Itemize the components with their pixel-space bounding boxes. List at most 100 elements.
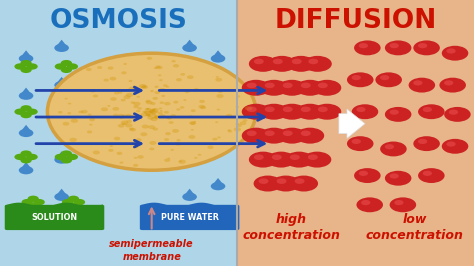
Circle shape [245, 106, 253, 110]
Circle shape [166, 86, 169, 88]
Circle shape [151, 109, 155, 111]
Circle shape [133, 164, 138, 167]
Polygon shape [21, 162, 31, 168]
Circle shape [380, 75, 389, 80]
Circle shape [55, 154, 66, 160]
Circle shape [88, 114, 91, 116]
Circle shape [143, 111, 146, 113]
Circle shape [27, 196, 39, 202]
Circle shape [55, 118, 69, 126]
Circle shape [146, 100, 151, 103]
Circle shape [146, 114, 150, 116]
Circle shape [126, 93, 133, 97]
Text: high
concentration: high concentration [243, 213, 340, 242]
Circle shape [301, 107, 311, 112]
Circle shape [129, 128, 136, 131]
Circle shape [163, 84, 168, 87]
Circle shape [114, 92, 119, 94]
Circle shape [147, 116, 154, 120]
Circle shape [128, 80, 132, 82]
Circle shape [152, 113, 155, 115]
Circle shape [187, 75, 194, 79]
Circle shape [442, 46, 468, 61]
Circle shape [133, 102, 140, 106]
Circle shape [144, 110, 151, 114]
Polygon shape [184, 151, 195, 158]
Circle shape [126, 114, 131, 117]
Circle shape [20, 67, 32, 73]
Circle shape [418, 168, 445, 183]
Circle shape [359, 171, 368, 176]
Circle shape [237, 124, 242, 127]
Circle shape [55, 109, 66, 115]
Circle shape [128, 87, 136, 91]
Circle shape [155, 91, 160, 94]
Circle shape [27, 63, 38, 70]
Circle shape [290, 176, 318, 192]
Circle shape [246, 107, 257, 112]
Circle shape [154, 115, 160, 118]
Polygon shape [21, 88, 31, 94]
Circle shape [149, 147, 155, 150]
Circle shape [182, 118, 197, 126]
Circle shape [169, 121, 173, 124]
Circle shape [418, 43, 427, 48]
Circle shape [114, 137, 120, 140]
Circle shape [20, 105, 32, 111]
Circle shape [191, 109, 196, 112]
Circle shape [285, 152, 313, 168]
Circle shape [19, 55, 33, 63]
Polygon shape [21, 199, 31, 206]
Circle shape [194, 157, 198, 159]
Circle shape [27, 202, 39, 209]
Circle shape [109, 145, 113, 147]
Circle shape [354, 40, 381, 55]
Circle shape [182, 156, 197, 164]
Circle shape [27, 109, 38, 115]
Circle shape [449, 110, 458, 115]
Circle shape [103, 79, 109, 82]
Circle shape [117, 152, 122, 155]
Circle shape [164, 159, 170, 162]
Circle shape [109, 77, 116, 81]
Circle shape [61, 60, 72, 66]
Circle shape [133, 105, 139, 108]
Circle shape [259, 178, 268, 184]
Circle shape [139, 84, 146, 88]
Circle shape [216, 94, 224, 98]
Circle shape [380, 142, 407, 156]
Circle shape [260, 80, 288, 96]
Circle shape [136, 138, 142, 142]
Circle shape [154, 116, 159, 119]
Circle shape [113, 114, 118, 117]
Circle shape [260, 104, 288, 120]
Circle shape [447, 142, 456, 147]
Circle shape [108, 149, 114, 152]
Circle shape [63, 122, 69, 126]
Circle shape [394, 200, 403, 205]
Circle shape [211, 145, 225, 153]
Circle shape [148, 109, 155, 113]
Circle shape [55, 81, 69, 89]
Circle shape [172, 60, 176, 63]
Circle shape [146, 114, 151, 117]
Circle shape [413, 80, 422, 85]
Polygon shape [184, 189, 195, 195]
Circle shape [166, 116, 171, 119]
Circle shape [356, 107, 365, 112]
Circle shape [118, 92, 122, 94]
Circle shape [217, 136, 221, 138]
Polygon shape [213, 141, 223, 147]
Circle shape [385, 40, 411, 55]
FancyArrow shape [339, 109, 365, 138]
Circle shape [442, 139, 468, 154]
Circle shape [55, 156, 69, 164]
Circle shape [176, 139, 181, 142]
Circle shape [154, 110, 159, 113]
Circle shape [150, 111, 153, 113]
Circle shape [242, 128, 270, 144]
Circle shape [64, 98, 68, 99]
Circle shape [200, 106, 206, 109]
Text: low
concentration: low concentration [366, 213, 464, 242]
Circle shape [303, 152, 331, 168]
